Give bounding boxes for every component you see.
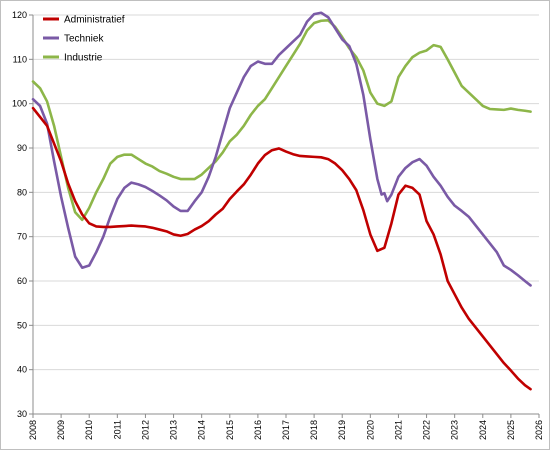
x-tick-label: 2025 — [506, 420, 516, 440]
x-tick-label: 2010 — [84, 420, 94, 440]
x-tick-label: 2012 — [140, 420, 150, 440]
legend-item-administratief: Administratief — [43, 15, 125, 26]
y-tick-label: 70 — [17, 232, 27, 242]
series-lines — [31, 11, 532, 391]
x-tick-label: 2014 — [197, 420, 207, 440]
y-tick-label: 30 — [17, 409, 27, 419]
y-tick-label: 100 — [12, 99, 27, 109]
y-tick-label: 110 — [13, 54, 27, 64]
axes — [29, 14, 540, 418]
x-tick-label: 2018 — [309, 420, 319, 440]
x-tick-label: 2026 — [534, 420, 544, 440]
x-tick-label: 2024 — [478, 420, 488, 440]
y-tick-label: 80 — [17, 187, 27, 197]
x-tick-label: 2019 — [337, 420, 347, 440]
y-tick-label: 40 — [17, 365, 27, 375]
x-tick-label: 2008 — [28, 420, 38, 440]
x-tick-label: 2023 — [450, 420, 460, 440]
y-tick-label: 90 — [17, 143, 27, 153]
legend-label: Administratief — [64, 15, 125, 26]
x-tick-label: 2009 — [56, 420, 66, 440]
legend-item-techniek: Techniek — [43, 34, 104, 45]
x-tick-label: 2016 — [253, 420, 263, 440]
x-tick-label: 2022 — [422, 420, 432, 440]
x-tick-label: 2020 — [365, 420, 375, 440]
x-tick-label: 2013 — [169, 420, 179, 440]
y-tick-label: 50 — [17, 320, 27, 330]
legend-label: Industrie — [64, 53, 103, 64]
y-tick-labels: 30 40 50 60 70 80 90 100 110 120 — [12, 10, 27, 419]
series-line-industrie — [31, 19, 532, 222]
y-tick-label: 120 — [12, 10, 27, 20]
x-tick-labels: 2008 2009 2010 2011 2012 2013 2014 2015 2016 2017… — [28, 420, 544, 440]
gridlines — [33, 14, 539, 371]
x-tick-label: 2015 — [225, 420, 235, 440]
x-tick-label: 2017 — [281, 420, 291, 440]
x-tick-label: 2021 — [393, 420, 403, 440]
legend-label: Techniek — [64, 34, 104, 45]
y-tick-label: 60 — [17, 276, 27, 286]
legend: Administratief Techniek Industrie — [43, 15, 125, 64]
series-line-administratief — [31, 106, 532, 391]
legend-item-industrie: Industrie — [43, 53, 103, 64]
x-tick-label: 2011 — [112, 420, 122, 439]
series-line-techniek — [31, 11, 532, 287]
